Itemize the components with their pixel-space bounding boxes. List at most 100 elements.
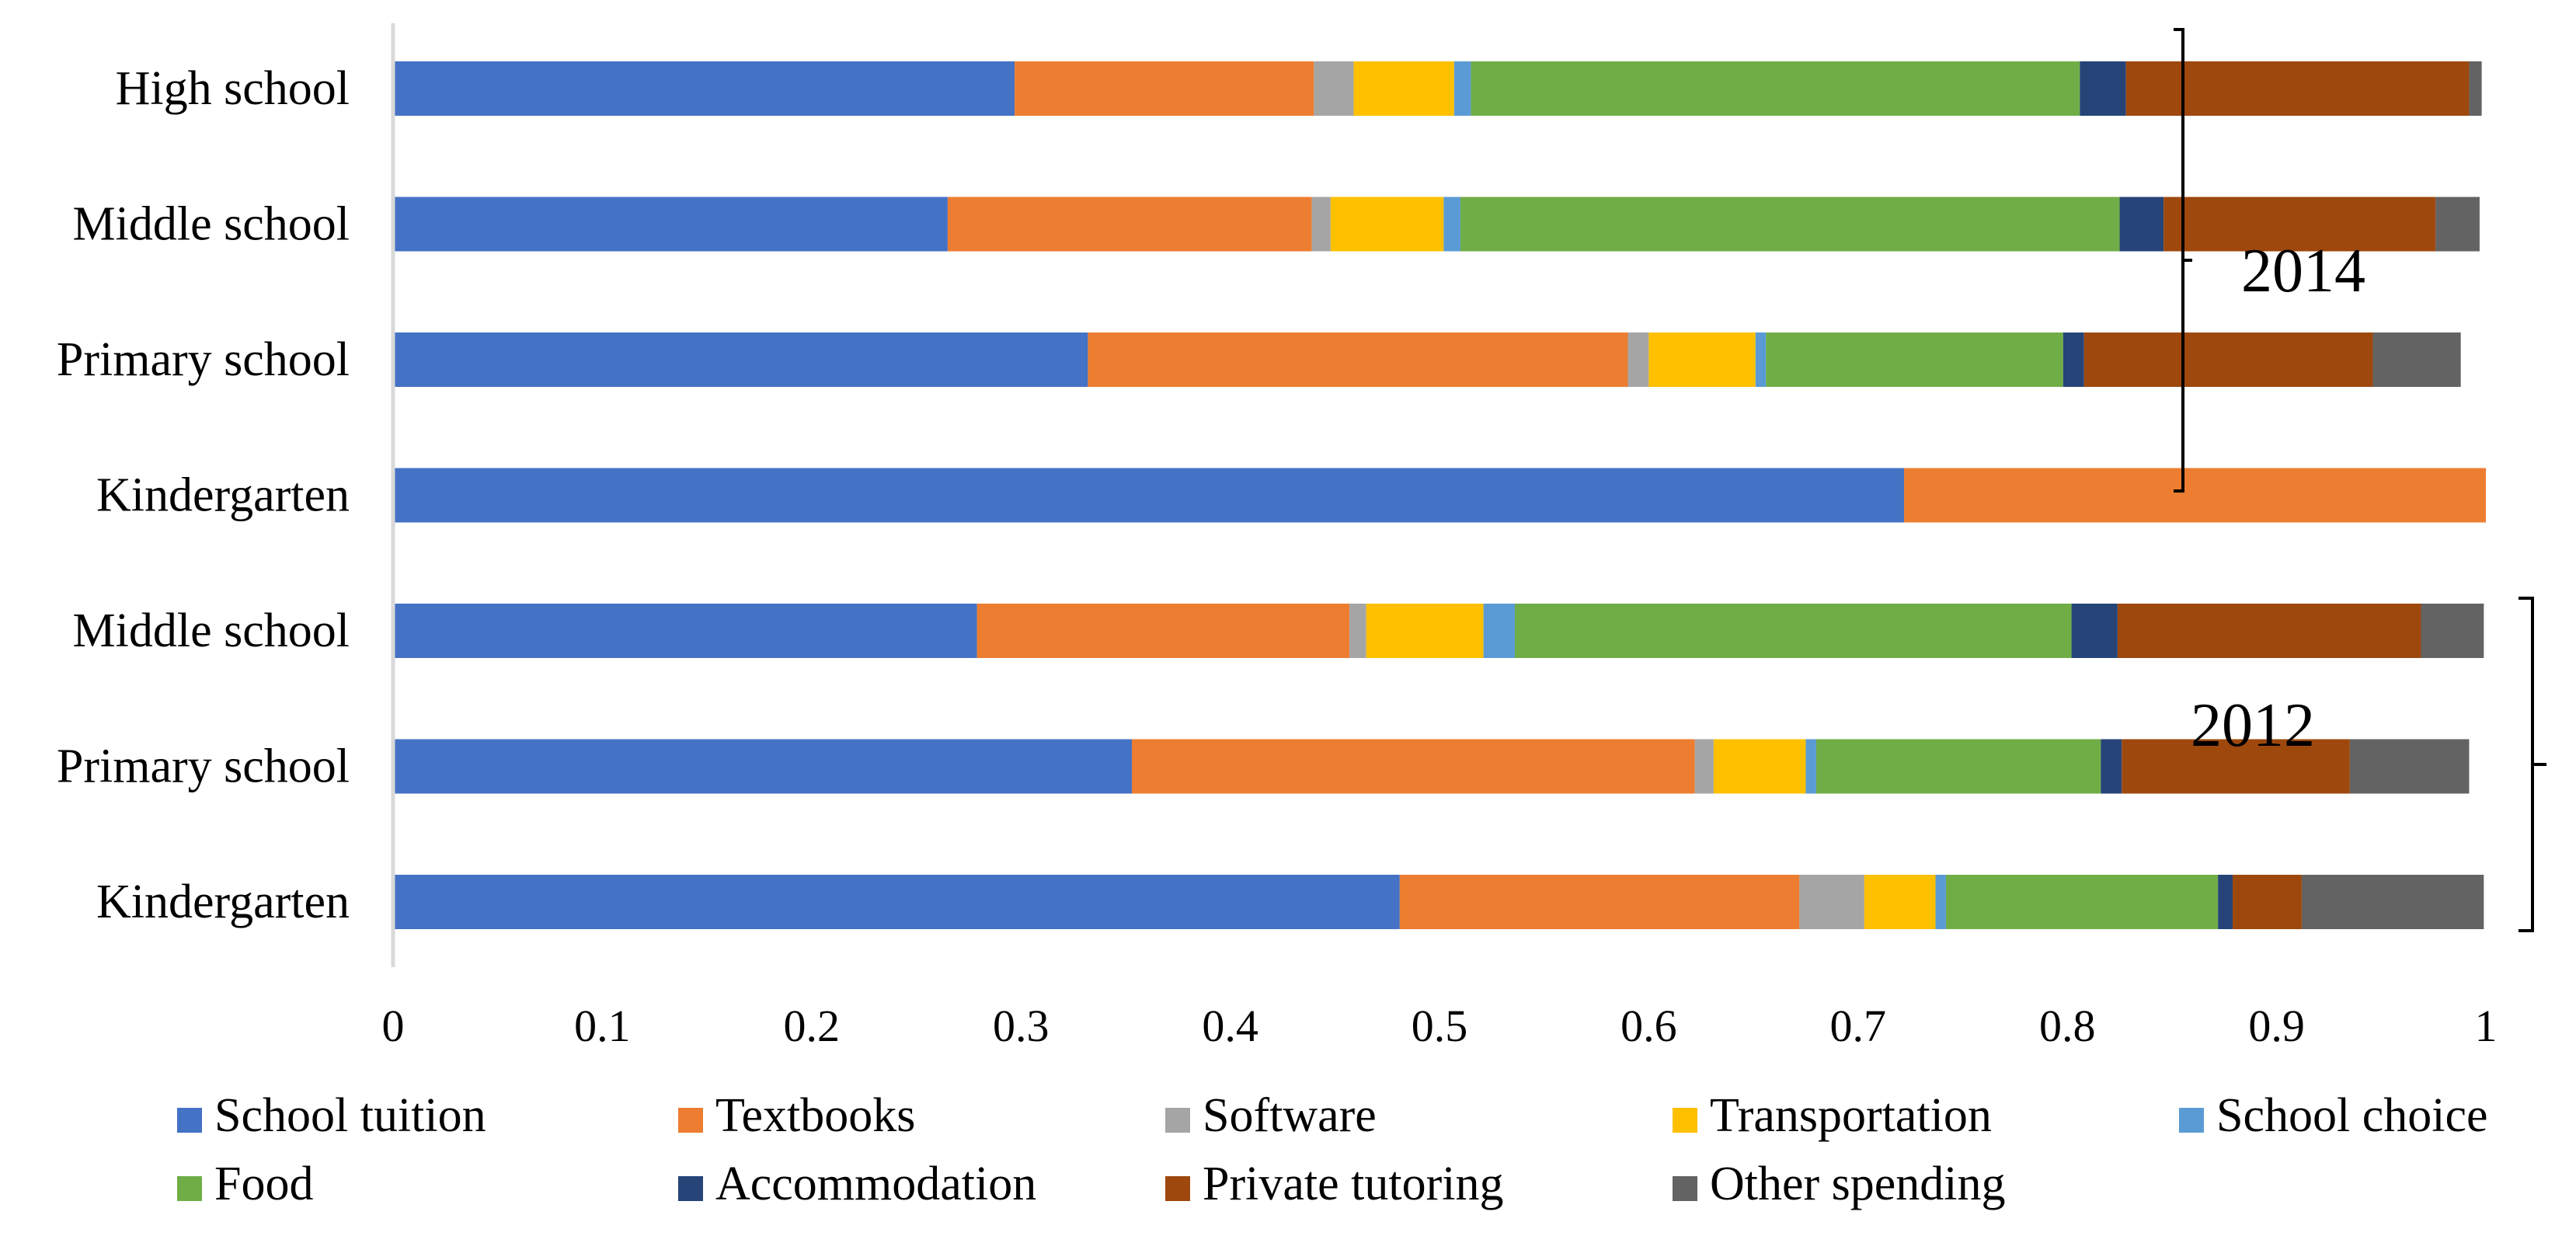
x-tick-labels: 0 0.1 0.2 0.3 0.4 0.5 0.6 0.7 0.8 0.9 1	[382, 1001, 2498, 1051]
legend-label-private-tutoring: Private tutoring	[1203, 1158, 1503, 1210]
bar-segment-software-row-6	[1799, 875, 1864, 929]
bar-segment-school-tuition-row-2	[393, 333, 1088, 387]
legend-swatch-accommodation	[678, 1176, 703, 1201]
category-label-row-0: High school	[116, 62, 350, 115]
bar-segment-transportation-row-2	[1648, 333, 1756, 387]
x-tick-label-0-9: 0.9	[2248, 1001, 2305, 1051]
bar-segment-textbooks-row-6	[1399, 875, 1800, 929]
bar-segment-textbooks-row-0	[1015, 61, 1314, 116]
bar-segment-food-row-1	[1460, 197, 2120, 252]
bar-segment-food-row-0	[1471, 61, 2080, 116]
bar-segment-software-row-0	[1314, 61, 1354, 116]
legend-label-transportation: Transportation	[1710, 1089, 1992, 1142]
bar-segment-transportation-row-5	[1713, 739, 1806, 794]
bar-segment-other-spending-row-0	[2469, 61, 2482, 116]
legend-swatch-textbooks	[678, 1108, 703, 1133]
legend-swatch-private-tutoring	[1165, 1176, 1190, 1201]
category-label-row-3: Kindergarten	[96, 469, 350, 522]
group-label-2012: 2012	[2191, 691, 2315, 760]
category-label-row-6: Kindergarten	[96, 876, 350, 928]
bar-segment-accommodation-row-2	[2063, 333, 2084, 387]
category-label-row-2: Primary school	[57, 333, 350, 386]
bar-segment-food-row-6	[1945, 875, 2219, 929]
bar-segment-textbooks-row-4	[976, 604, 1350, 658]
bar-segment-software-row-5	[1694, 739, 1714, 794]
x-tick-label-0-6: 0.6	[1620, 1001, 1677, 1051]
bars-layer	[393, 61, 2486, 929]
x-tick-label-0-5: 0.5	[1412, 1001, 1468, 1051]
legend-label-textbooks: Textbooks	[715, 1089, 915, 1142]
legend-swatch-software	[1165, 1108, 1190, 1133]
bar-segment-transportation-row-0	[1353, 61, 1454, 116]
bar-segment-private-tutoring-row-4	[2117, 604, 2421, 658]
bar-segment-private-tutoring-row-2	[2083, 333, 2373, 387]
bar-segment-private-tutoring-row-6	[2233, 875, 2302, 929]
bar-segment-other-spending-row-5	[2349, 739, 2470, 794]
bar-segment-textbooks-row-5	[1131, 739, 1695, 794]
bar-segment-accommodation-row-5	[2101, 739, 2122, 794]
x-tick-label-0-4: 0.4	[1202, 1001, 1258, 1051]
legend-swatch-other-spending	[1673, 1176, 1697, 1201]
bar-segment-other-spending-row-4	[2421, 604, 2484, 658]
x-tick-label-0: 0	[382, 1001, 405, 1051]
bar-segment-transportation-row-1	[1330, 197, 1444, 252]
bar-segment-accommodation-row-1	[2119, 197, 2164, 252]
bar-segment-school-choice-row-6	[1935, 875, 1946, 929]
bar-segment-school-choice-row-5	[1805, 739, 1816, 794]
bar-segment-other-spending-row-6	[2301, 875, 2484, 929]
x-tick-label-0-2: 0.2	[784, 1001, 841, 1051]
category-label-row-5: Primary school	[57, 740, 350, 793]
bar-segment-school-tuition-row-4	[393, 604, 977, 658]
legend-swatch-school-tuition	[177, 1108, 202, 1133]
group-bracket-2012	[2519, 597, 2546, 932]
bar-segment-private-tutoring-row-1	[2163, 197, 2436, 252]
bar-segment-food-row-2	[1766, 333, 2063, 387]
legend-label-other-spending: Other spending	[1710, 1158, 2006, 1210]
x-tick-label-0-7: 0.7	[1830, 1001, 1887, 1051]
legend-swatch-transportation	[1673, 1108, 1697, 1133]
x-tick-label-0-8: 0.8	[2039, 1001, 2096, 1051]
bar-segment-textbooks-row-3	[1904, 468, 2486, 523]
category-labels: High school Middle school Primary school Ki…	[57, 62, 350, 928]
category-label-row-1: Middle school	[73, 198, 350, 251]
bar-segment-school-choice-row-1	[1443, 197, 1460, 252]
bar-segment-textbooks-row-1	[947, 197, 1312, 252]
legend-swatch-food	[177, 1176, 202, 1201]
bar-segment-school-tuition-row-6	[393, 875, 1400, 929]
bar-segment-accommodation-row-6	[2218, 875, 2233, 929]
group-brackets: 2014 2012	[2174, 28, 2546, 932]
x-tick-label-0-1: 0.1	[574, 1001, 631, 1051]
bar-segment-accommodation-row-0	[2080, 61, 2126, 116]
legend: School tuition Textbooks Software Transport…	[177, 1089, 2488, 1210]
bar-segment-transportation-row-6	[1864, 875, 1936, 929]
legend-label-school-choice: School choice	[2216, 1089, 2488, 1142]
bar-segment-school-tuition-row-3	[393, 468, 1905, 523]
bar-segment-food-row-4	[1514, 604, 2072, 658]
bar-segment-private-tutoring-row-5	[2122, 739, 2350, 794]
legend-swatch-school-choice	[2179, 1108, 2204, 1133]
bar-segment-school-choice-row-4	[1483, 604, 1515, 658]
bar-segment-other-spending-row-1	[2435, 197, 2480, 252]
category-label-row-4: Middle school	[73, 604, 350, 657]
bar-segment-school-tuition-row-0	[393, 61, 1015, 116]
bar-segment-private-tutoring-row-0	[2125, 61, 2470, 116]
bar-segment-school-choice-row-2	[1755, 333, 1767, 387]
x-tick-label-1: 1	[2475, 1001, 2498, 1051]
bar-segment-school-choice-row-0	[1453, 61, 1471, 116]
legend-label-food: Food	[214, 1158, 313, 1210]
legend-label-accommodation: Accommodation	[715, 1158, 1036, 1210]
bar-segment-software-row-1	[1311, 197, 1331, 252]
bar-segment-other-spending-row-2	[2372, 333, 2461, 387]
bar-segment-transportation-row-4	[1366, 604, 1484, 658]
bar-segment-school-tuition-row-1	[393, 197, 948, 252]
bar-segment-accommodation-row-4	[2071, 604, 2118, 658]
group-label-2014: 2014	[2241, 237, 2365, 305]
bar-segment-textbooks-row-2	[1088, 333, 1628, 387]
bar-segment-food-row-5	[1815, 739, 2101, 794]
legend-label-school-tuition: School tuition	[214, 1089, 486, 1142]
bar-segment-school-tuition-row-5	[393, 739, 1132, 794]
group-bracket-2014	[2174, 28, 2192, 493]
bar-segment-software-row-4	[1349, 604, 1366, 658]
x-tick-label-0-3: 0.3	[993, 1001, 1050, 1051]
